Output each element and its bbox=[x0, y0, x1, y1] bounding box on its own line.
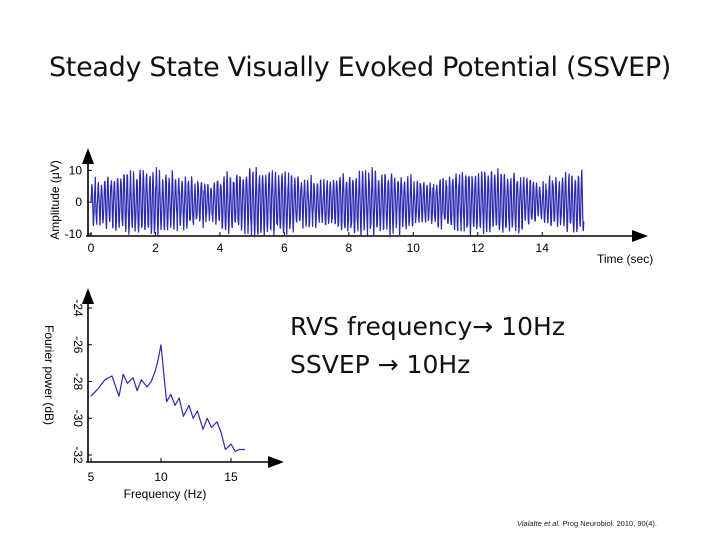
y-axis-arrow bbox=[82, 148, 94, 164]
callout-ssvep-frequency: SSVEP → 10Hz bbox=[290, 350, 471, 379]
x-tick-label: 5 bbox=[88, 470, 95, 484]
x-tick-label: 10 bbox=[407, 241, 421, 255]
x-tick-label: 10 bbox=[154, 470, 168, 484]
x-tick-label: 2 bbox=[152, 241, 159, 255]
x-axis-arrow bbox=[632, 230, 648, 242]
y-tick-label: -28 bbox=[71, 373, 85, 391]
x-tick-label: 15 bbox=[224, 470, 238, 484]
citation: Vialatte et al. Prog Neurobiol. 2010, 90… bbox=[517, 519, 657, 528]
y-axis-label: Fourier power (dB) bbox=[42, 325, 56, 425]
y-tick-label: 0 bbox=[75, 195, 82, 209]
y-tick-label: -30 bbox=[71, 410, 85, 428]
y-axis-label: Amplitude (μV) bbox=[48, 160, 62, 240]
citation-authors: Vialatte et al. bbox=[517, 519, 561, 528]
power-spectrum-line bbox=[90, 344, 245, 452]
y-tick-label: -26 bbox=[71, 336, 85, 354]
x-tick-label: 8 bbox=[346, 241, 353, 255]
x-tick-label: 12 bbox=[471, 241, 485, 255]
time-domain-chart: 0 2 4 6 8 10 12 14 10 0 -10 Time (sec) Amplitude (… bbox=[48, 148, 653, 266]
y-axis-arrow bbox=[82, 288, 94, 304]
y-tick-label: -24 bbox=[71, 299, 85, 317]
x-tick-label: 14 bbox=[536, 241, 550, 255]
x-tick-label: 0 bbox=[88, 241, 95, 255]
x-axis-arrow bbox=[268, 456, 284, 468]
x-axis-label: Frequency (Hz) bbox=[124, 487, 207, 501]
slide-title: Steady State Visually Evoked Potential (… bbox=[48, 52, 672, 83]
callout-rvs-frequency: RVS frequency→ 10Hz bbox=[290, 312, 565, 341]
y-tick-label: -32 bbox=[71, 446, 85, 464]
x-axis-label: Time (sec) bbox=[597, 252, 653, 266]
y-tick-label: 10 bbox=[69, 163, 83, 177]
spectrum-chart: 5 10 15 -24 -26 -28 -30 -32 Frequency (Hz) Four… bbox=[42, 288, 284, 501]
callout-text: RVS frequency→ 10Hz SSVEP → 10Hz bbox=[290, 308, 565, 384]
citation-source: Prog Neurobiol. 2010, 90(4). bbox=[560, 519, 657, 528]
y-tick-label: -10 bbox=[65, 227, 83, 241]
x-tick-label: 4 bbox=[217, 241, 224, 255]
x-tick-label: 6 bbox=[281, 241, 288, 255]
eeg-signal-line bbox=[90, 167, 585, 238]
